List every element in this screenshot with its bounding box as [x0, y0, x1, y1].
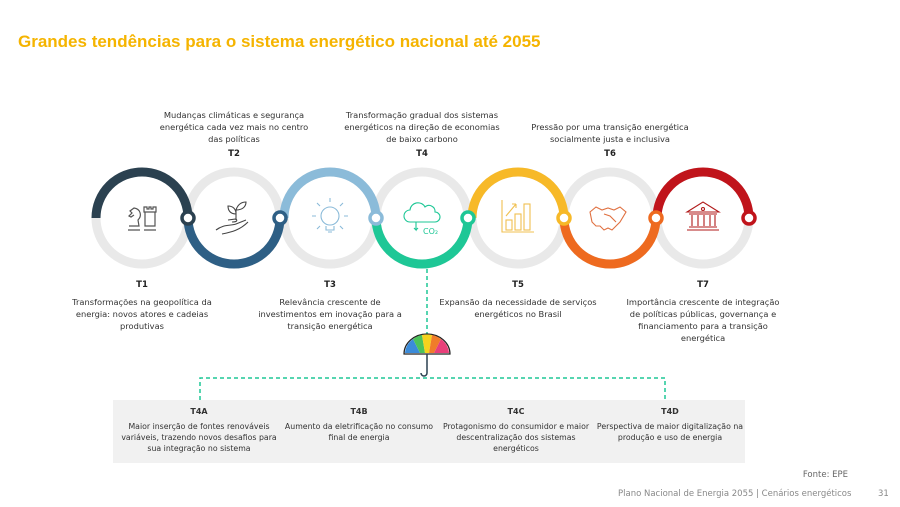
trend-arc-t5 — [467, 167, 569, 219]
footer-text: Plano Nacional de Energia 2055 | Cenário… — [618, 489, 852, 499]
connector-dot — [180, 210, 196, 226]
subtrend-t4a: T4A Maior inserção de fontes renováveis v… — [120, 406, 278, 454]
trend-id: T5 — [512, 280, 524, 290]
svg-text:CO₂: CO₂ — [423, 227, 438, 236]
subtrend-t4b: T4B Aumento da eletrificação no consumo f… — [280, 406, 438, 443]
subtrend-id: T4D — [661, 407, 679, 416]
chess-icon — [127, 206, 157, 231]
connector-dot — [272, 210, 288, 226]
subtrend-bracket — [199, 377, 666, 400]
subtrend-id: T4A — [190, 407, 208, 416]
connector-dot — [368, 210, 384, 226]
trend-id: T2 — [228, 149, 240, 159]
subtrend-text: Maior inserção de fontes renováveis vari… — [121, 422, 277, 453]
plant-hand-icon — [215, 201, 249, 235]
handshake-icon — [589, 206, 627, 231]
cloud-co2-icon: CO₂ — [403, 202, 441, 236]
trend-arc-t1 — [91, 167, 193, 219]
trend-arc-t3 — [279, 167, 381, 219]
source-note: Fonte: EPE — [802, 470, 848, 480]
trend-description: Expansão da necessidade de serviços ener… — [439, 297, 597, 319]
lightbulb-icon — [312, 198, 348, 233]
umbrella-icon — [403, 333, 451, 377]
subtrend-text: Aumento da eletrificação no consumo fina… — [284, 422, 434, 442]
trend-id: T4 — [416, 149, 428, 159]
subtrend-t4d: T4D Perspectiva de maior digitalização na… — [591, 406, 749, 443]
trend-description: Importância crescente de integração de p… — [626, 297, 780, 343]
trend-arc-t4 — [371, 217, 473, 269]
subtrend-id: T4C — [507, 407, 525, 416]
subtrend-t4c: T4C Protagonismo do consumidor e maior de… — [437, 406, 595, 454]
subtrend-text: Perspectiva de maior digitalização na pr… — [596, 422, 744, 442]
trend-arc-t7 — [652, 167, 754, 219]
trend-arc-t6 — [559, 217, 661, 269]
trend-description: Pressão por uma transição energética soc… — [531, 122, 689, 144]
growth-chart-icon — [501, 200, 534, 233]
trend-arc-t2 — [183, 217, 285, 269]
subtrend-text: Protagonismo do consumidor e maior desce… — [442, 422, 590, 453]
trend-id: T1 — [136, 280, 148, 290]
trend-id: T6 — [604, 149, 616, 159]
subtrend-id: T4B — [350, 407, 368, 416]
connector-dot — [556, 210, 572, 226]
institution-icon — [685, 201, 721, 231]
page-title: Grandes tendências para o sistema energé… — [18, 32, 541, 51]
connector-dot — [648, 210, 664, 226]
subtrends-panel: T4A Maior inserção de fontes renováveis v… — [113, 400, 745, 463]
trend-description: Transformações na geopolítica da energia… — [72, 297, 212, 331]
connector-dot — [460, 210, 476, 226]
trend-description: Mudanças climáticas e segurança energéti… — [159, 110, 309, 144]
trend-description: Relevância crescente de investimentos em… — [258, 297, 402, 331]
trend-id: T7 — [697, 280, 709, 290]
page-number: 31 — [878, 489, 889, 499]
connector-dot — [741, 210, 757, 226]
trend-description: Transformação gradual dos sistemas energ… — [344, 110, 500, 144]
trend-id: T3 — [324, 280, 336, 290]
